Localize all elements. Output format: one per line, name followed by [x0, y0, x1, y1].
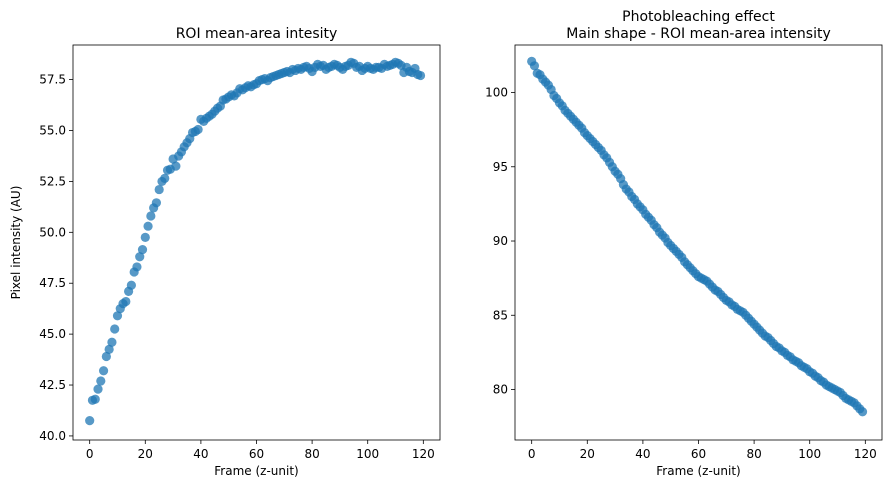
data-point — [154, 184, 164, 195]
y-tick-label: 80 — [493, 383, 508, 397]
data-point — [146, 211, 156, 221]
x-tick-label: 40 — [193, 447, 208, 461]
x-tick-label: 0 — [86, 447, 94, 461]
x-tick-label: 120 — [854, 447, 877, 461]
x-tick-label: 20 — [138, 447, 153, 461]
data-point — [96, 376, 106, 386]
x-tick-label: 100 — [356, 447, 379, 461]
x-tick-label: 20 — [580, 447, 595, 461]
y-tick-label: 55.0 — [39, 124, 66, 138]
x-axis-label: Frame (z-unit) — [656, 464, 740, 478]
chart-title: ROI mean-area intesity — [176, 26, 338, 42]
y-tick-label: 90 — [493, 234, 508, 248]
y-tick-label: 95 — [493, 160, 508, 174]
x-tick-label: 100 — [798, 447, 821, 461]
data-point — [857, 407, 868, 417]
data-point — [126, 280, 136, 290]
y-tick-label: 85 — [493, 308, 508, 322]
y-tick-label: 57.5 — [39, 73, 66, 87]
data-point — [143, 221, 153, 231]
data-point — [101, 351, 111, 362]
chart-panel-1: 0 20 40 60 80 100 120 40.0 42.5 45.0 47.5 50.0 52.5 5… — [9, 26, 441, 478]
data-point — [415, 70, 426, 81]
data-point — [93, 384, 103, 394]
y-tick-label: 45.0 — [39, 327, 66, 341]
x-tick-label: 120 — [412, 447, 435, 461]
data-point — [107, 337, 117, 347]
x-axis-label: Frame (z-unit) — [214, 464, 298, 478]
x-tick-label: 0 — [528, 447, 536, 461]
data-point — [90, 394, 100, 404]
x-tick-label: 40 — [635, 447, 650, 461]
x-tick-label: 60 — [691, 447, 706, 461]
data-point — [137, 245, 148, 255]
y-tick-label: 47.5 — [39, 276, 66, 290]
y-tick-label: 42.5 — [39, 378, 66, 392]
x-tick-label: 60 — [249, 447, 264, 461]
x-tick-label: 80 — [304, 447, 319, 461]
chart-title: Main shape - ROI mean-area intensity — [566, 26, 831, 42]
data-point — [151, 198, 162, 208]
data-point — [104, 344, 114, 354]
y-axis-label: Pixel intensity (AU) — [9, 186, 23, 300]
data-point — [112, 311, 123, 321]
x-tick-label: 80 — [746, 447, 761, 461]
plot-frame — [72, 44, 441, 441]
y-tick-label: 52.5 — [39, 174, 66, 188]
chart-title: Photobleaching effect — [622, 9, 775, 25]
data-point — [193, 124, 203, 135]
data-point — [171, 161, 181, 171]
data-point — [98, 366, 109, 376]
data-point — [121, 296, 131, 307]
data-point — [110, 324, 120, 334]
data-point — [140, 232, 150, 243]
data-point — [135, 252, 145, 262]
chart-panel-2: 0 20 40 60 80 100 120 80 85 90 95 100 Photobleaching… — [485, 9, 883, 478]
plot-frame — [514, 44, 883, 441]
y-tick-label: 100 — [485, 86, 508, 100]
data-point — [160, 173, 170, 183]
data-point — [132, 262, 142, 272]
y-tick-label: 50.0 — [39, 225, 66, 239]
y-tick-label: 40.0 — [39, 429, 66, 443]
data-point — [529, 61, 540, 71]
data-point — [85, 416, 95, 426]
